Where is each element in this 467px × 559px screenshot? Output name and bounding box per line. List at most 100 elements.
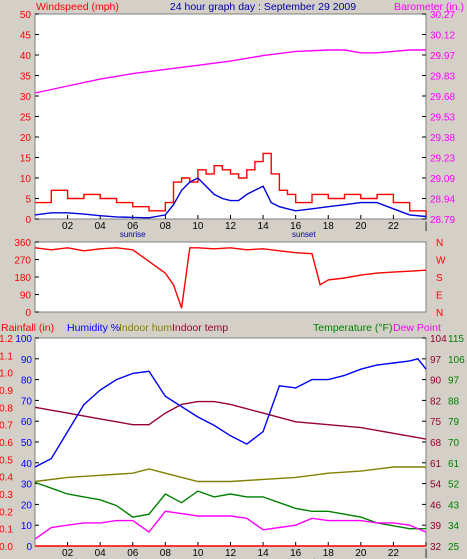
dew-tick-label: 97 <box>448 376 460 387</box>
dew-tick-label: 106 <box>448 355 465 366</box>
y-left-tick-label: 50 <box>20 10 32 21</box>
y-left-tick-label: 35 <box>20 72 32 83</box>
rain-tick-label: 0.4 <box>0 473 13 484</box>
rain-tick-label: 0.3 <box>0 490 13 501</box>
y-right-tick-label: 30.27 <box>430 10 455 21</box>
indoor-temp-series <box>34 400 427 440</box>
rainfall-axis-label: Rainfall (in) <box>1 322 54 334</box>
sunset-marker: sunset <box>292 557 316 559</box>
rain-tick-label: 1.2 <box>0 334 13 345</box>
indoor-hum-series <box>34 466 426 483</box>
dew-point-label: Dew Point <box>393 322 441 334</box>
y-left-tick-label: 40 <box>20 51 32 62</box>
x-tick-label: 04 <box>95 548 107 559</box>
temp-hum-plot-area <box>34 337 427 547</box>
wind-baro-plot-area <box>34 13 427 220</box>
dew-tick-label: 52 <box>448 480 460 491</box>
rain-tick-label: 0.7 <box>0 421 13 432</box>
temp-tick-label: 82 <box>430 396 442 407</box>
rain-tick-label: 1.1 <box>0 351 13 362</box>
x-tick-label: 08 <box>160 548 172 559</box>
rain-tick-label: 0.0 <box>0 542 13 553</box>
sunrise-marker: sunrise <box>120 230 146 239</box>
rain-tick-label: 0.8 <box>0 403 13 414</box>
compass-label: W <box>436 256 446 267</box>
y-left-tick-label: 0 <box>25 215 31 226</box>
rain-tick-label: 0.2 <box>0 507 13 518</box>
dir-tick-label: 180 <box>14 273 31 284</box>
rain-tick-label: 0.1 <box>0 525 13 536</box>
hum-tick-label: 80 <box>21 376 33 387</box>
temp-tick-label: 90 <box>430 376 442 387</box>
x-tick-label: 08 <box>160 221 172 232</box>
rain-tick-label: 0.6 <box>0 438 13 449</box>
y-left-tick-label: 10 <box>20 174 32 185</box>
sunrise-marker: sunrise <box>120 557 146 559</box>
y-right-tick-label: 28.79 <box>430 215 455 226</box>
compass-label: E <box>436 291 443 302</box>
dew-tick-label: 61 <box>448 459 460 470</box>
x-tick-label: 02 <box>62 221 74 232</box>
hum-tick-label: 30 <box>21 480 33 491</box>
x-tick-label: 20 <box>355 548 367 559</box>
y-right-tick-label: 29.68 <box>430 92 455 103</box>
y-right-tick-label: 28.94 <box>430 195 455 206</box>
hum-tick-label: 0 <box>26 542 32 553</box>
x-tick-label: 20 <box>355 221 367 232</box>
y-left-tick-label: 15 <box>20 154 32 165</box>
hum-tick-label: 50 <box>21 438 33 449</box>
barometer-axis-label: Barometer (in.) <box>394 1 464 13</box>
x-tick-label: 02 <box>62 548 74 559</box>
x-tick-label: 10 <box>192 221 204 232</box>
hum-tick-label: 20 <box>21 500 33 511</box>
x-tick-label: 22 <box>388 221 400 232</box>
temp-tick-label: 68 <box>430 438 442 449</box>
y-right-tick-label: 29.97 <box>430 51 455 62</box>
dew-tick-label: 115 <box>448 334 464 345</box>
temperature-series <box>34 481 426 530</box>
dew-tick-label: 25 <box>448 542 460 553</box>
y-left-tick-label: 20 <box>20 133 32 144</box>
indoor-temp-label: Indoor temp <box>172 322 228 334</box>
compass-label: S <box>436 273 443 284</box>
temperature-axis-label: Temperature (°F) <box>313 322 392 334</box>
temp-tick-label: 39 <box>430 521 442 532</box>
rain-tick-label: 0.5 <box>0 455 13 466</box>
dew-tick-label: 79 <box>448 417 460 428</box>
x-tick-label: 14 <box>258 548 270 559</box>
rain-tick-label: 0.9 <box>0 386 13 397</box>
graph-title: 24 hour graph day : September 29 2009 <box>170 1 356 13</box>
dir-tick-label: 360 <box>14 238 31 249</box>
humidity-series <box>34 358 427 468</box>
temp-tick-label: 75 <box>430 417 442 428</box>
y-right-tick-label: 29.38 <box>430 133 455 144</box>
x-tick-label: 16 <box>290 548 302 559</box>
y-left-tick-label: 30 <box>20 92 32 103</box>
dew-tick-label: 88 <box>448 396 460 407</box>
dir-tick-label: 90 <box>20 291 32 302</box>
panel-temp-hum: 0.0 0.1 0.2 0.3 0.4 0.5 0.6 0.7 0.8 0.9 1.0 1.1 1.2 0… <box>0 334 465 559</box>
x-tick-label: 06 <box>127 221 139 232</box>
dew-tick-label: 34 <box>448 521 460 532</box>
dir-tick-label: 270 <box>14 256 31 267</box>
dew-tick-label: 70 <box>448 438 460 449</box>
rain-tick-label: 1.0 <box>0 369 13 380</box>
temp-tick-label: 104 <box>430 334 447 345</box>
hum-tick-label: 100 <box>15 334 32 345</box>
x-tick-label: 04 <box>95 221 107 232</box>
temp-tick-label: 46 <box>430 500 442 511</box>
y-right-tick-label: 29.53 <box>430 113 455 124</box>
wind-direction-series <box>34 247 427 309</box>
hum-tick-label: 90 <box>21 355 33 366</box>
x-tick-label: 12 <box>225 221 237 232</box>
x-tick-label: 14 <box>258 221 270 232</box>
x-tick-label: 12 <box>225 548 237 559</box>
hum-tick-label: 70 <box>21 396 33 407</box>
x-tick-label: 16 <box>290 221 302 232</box>
y-left-tick-label: 25 <box>20 113 32 124</box>
y-right-tick-label: 29.09 <box>430 174 455 185</box>
windspeed-axis-label: Windspeed (mph) <box>36 1 119 13</box>
compass-label: N <box>436 238 443 249</box>
